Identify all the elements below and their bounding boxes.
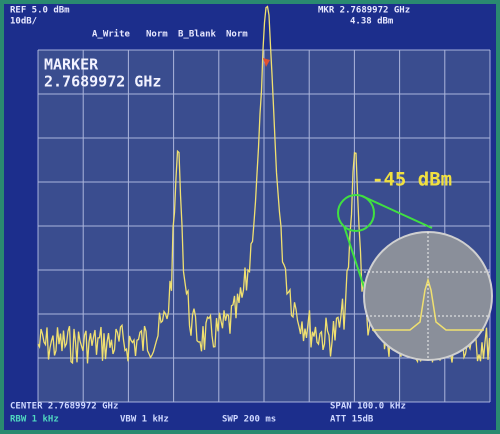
annotation: -45 dBm: [372, 169, 452, 191]
span: SPAN 100.0 kHz: [330, 402, 406, 412]
ref-level: REF 5.0 dBm: [10, 6, 70, 16]
body: REF 5.0 dBm 10dB/ A_Write Norm B_Blank N…: [0, 0, 500, 434]
trace-a-mode: Norm: [146, 30, 168, 40]
trace-b-mode: Norm: [226, 30, 248, 40]
scale: 10dB/: [10, 17, 37, 27]
page: {"header": {"ref": "REF 5.0 dBm", "scale…: [0, 0, 500, 434]
trace-b: B_Blank: [178, 30, 217, 40]
rbw: RBW 1 kHz: [10, 415, 59, 425]
marker-level: 4.38 dBm: [350, 17, 394, 27]
marker-freq: MKR 2.7689972 GHz: [318, 6, 410, 16]
att: ATT 15dB: [330, 415, 374, 425]
marker-freq-box: 2.7689972 GHz: [44, 73, 161, 91]
screen: REF 5.0 dBm 10dB/ A_Write Norm B_Blank N…: [0, 0, 500, 434]
trace-a: A_Write: [92, 29, 131, 40]
center: CENTER 2.7689972 GHz: [10, 402, 118, 412]
vbw: VBW 1 kHz: [120, 415, 169, 425]
marker-title: MARKER: [44, 56, 99, 74]
sweep: SWP 200 ms: [222, 415, 276, 425]
